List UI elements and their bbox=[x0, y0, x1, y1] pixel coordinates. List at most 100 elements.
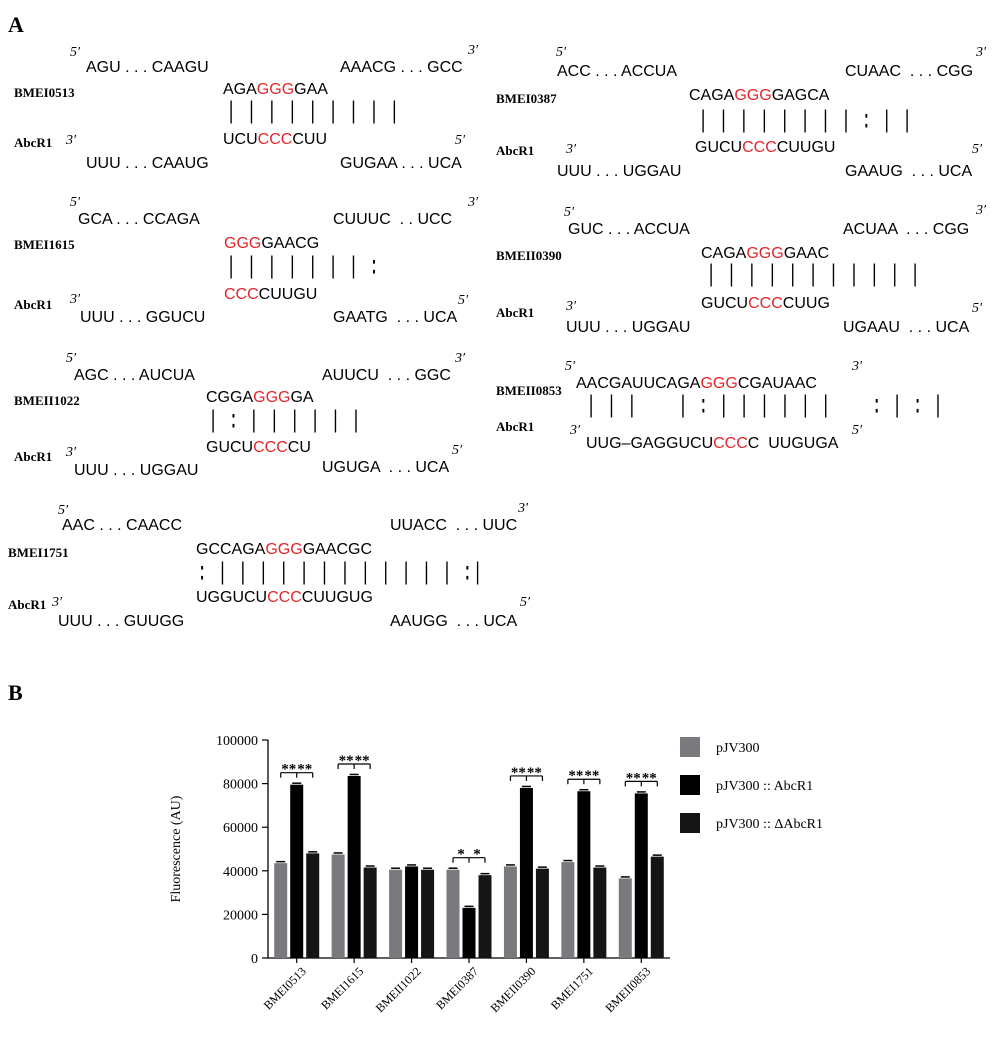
target-name: BMEI1751 bbox=[8, 545, 69, 560]
bar-bmei1615-s1 bbox=[331, 854, 345, 958]
srna-core: GUCUCCCCUUGU bbox=[695, 139, 836, 156]
srna-flank-right: AAUGG . . . UCA bbox=[390, 613, 518, 630]
five-prime-mark: 5′ bbox=[455, 133, 466, 148]
three-prime-mark: 3′ bbox=[52, 595, 63, 610]
target-flank-right: UUACC . . . UUC bbox=[390, 517, 518, 534]
five-prime-mark: 5′ bbox=[852, 423, 863, 438]
y-axis-label: Fluorescence (AU) bbox=[169, 795, 184, 902]
srna-flank-left: UUU . . . UGGAU bbox=[74, 462, 199, 479]
three-prime-mark: 3′ bbox=[455, 351, 466, 366]
legend-label: pJV300 :: AbcR1 bbox=[716, 779, 813, 794]
base-pairs: | | | | | | | : bbox=[226, 254, 380, 283]
bar-bmei0387-s1 bbox=[446, 869, 460, 958]
three-prime-mark: 3′ bbox=[566, 299, 577, 314]
target-flank-right: CUUUC . . UCC bbox=[333, 211, 453, 228]
y-tick-label: 100000 bbox=[216, 734, 258, 749]
srna-name: AbcR1 bbox=[8, 597, 47, 612]
legend-swatch bbox=[680, 775, 700, 795]
bar-bmei1751-s2 bbox=[577, 791, 591, 958]
base-pairs: | | | | : | | | | | | : | : | bbox=[586, 393, 944, 422]
three-prime-mark: 3′ bbox=[70, 292, 81, 307]
target-flank-left: GUC . . . ACCUA bbox=[568, 221, 690, 238]
bar-bmei0513-s2 bbox=[290, 784, 304, 958]
y-tick-label: 80000 bbox=[223, 778, 258, 793]
y-tick-label: 0 bbox=[251, 952, 258, 967]
three-prime-mark: 3′ bbox=[468, 195, 479, 210]
bar-bmei1751-s3 bbox=[593, 867, 607, 958]
target-core: CGGAGGGGA bbox=[206, 389, 314, 406]
panel-a-label: A bbox=[8, 12, 24, 37]
three-prime-mark: 3′ bbox=[66, 133, 77, 148]
significance-label: * bbox=[473, 847, 481, 863]
srna-flank-left: UUU . . . GUUGG bbox=[58, 613, 185, 630]
base-pairs: | : | | | | | | bbox=[208, 408, 362, 437]
target-flank-left: GCA . . . CCAGA bbox=[78, 211, 200, 228]
target-name: BMEII0390 bbox=[496, 248, 562, 263]
target-name: BMEII1022 bbox=[14, 393, 80, 408]
srna-flank-left: UUU . . . CAAUG bbox=[86, 155, 209, 172]
y-tick-label: 20000 bbox=[223, 908, 258, 923]
significance-label: ** bbox=[626, 770, 641, 786]
five-prime-mark: 5′ bbox=[70, 45, 81, 60]
target-core: CAGAGGGGAAC bbox=[701, 245, 830, 262]
bar-bmeii0853-s1 bbox=[618, 878, 632, 958]
five-prime-mark: 5′ bbox=[556, 45, 567, 60]
legend-swatch bbox=[680, 737, 700, 757]
five-prime-mark: 5′ bbox=[458, 293, 469, 308]
bar-bmei1751-s1 bbox=[561, 862, 575, 958]
significance-label: * bbox=[457, 847, 465, 863]
significance-label: ** bbox=[584, 768, 599, 784]
legend-label: pJV300 bbox=[716, 741, 760, 756]
bar-bmeii0390-s3 bbox=[535, 868, 549, 958]
five-prime-mark: 5′ bbox=[972, 301, 983, 316]
srna-core: CCCCUUGU bbox=[224, 286, 318, 303]
srna-name: AbcR1 bbox=[14, 449, 53, 464]
srna-flank-left: UUU . . . GGUCU bbox=[80, 309, 206, 326]
target-flank-right: ACUAA . . . CGG bbox=[843, 221, 970, 238]
legend-label: pJV300 :: ΔAbcR1 bbox=[716, 817, 823, 832]
srna-flank-right: GAAUG . . . UCA bbox=[845, 163, 973, 180]
five-prime-mark: 5′ bbox=[972, 142, 983, 157]
target-flank-left: AGC . . . AUCUA bbox=[74, 367, 195, 384]
target-name: BMEI1615 bbox=[14, 237, 75, 252]
legend-swatch bbox=[680, 813, 700, 833]
five-prime-mark: 5′ bbox=[66, 351, 77, 366]
significance-label: ** bbox=[355, 753, 370, 769]
target-name: BMEI0387 bbox=[496, 91, 557, 106]
bar-bmeii1022-s2 bbox=[405, 866, 419, 958]
x-tick-label: BMEI1615 bbox=[318, 964, 366, 1012]
three-prime-mark: 3′ bbox=[66, 445, 77, 460]
bar-bmei0387-s2 bbox=[462, 907, 476, 958]
significance-label: ** bbox=[568, 768, 583, 784]
significance-label: ** bbox=[642, 770, 657, 786]
target-core: GGGGAACG bbox=[224, 235, 320, 252]
target-core: GCCAGAGGGGAACGC bbox=[196, 541, 373, 558]
bar-bmeii0390-s2 bbox=[519, 787, 533, 958]
srna-flank-right: GAATG . . . UCA bbox=[333, 309, 458, 326]
target-flank-right: CUAAC . . . CGG bbox=[845, 63, 974, 80]
target-flank-left: AGU . . . CAAGU bbox=[86, 59, 209, 76]
bar-bmeii1022-s1 bbox=[389, 869, 403, 958]
three-prime-mark: 3′ bbox=[518, 501, 529, 516]
bar-bmei1615-s2 bbox=[347, 775, 361, 958]
significance-label: ** bbox=[281, 762, 296, 778]
significance-label: ** bbox=[527, 765, 542, 781]
srna-name: AbcR1 bbox=[14, 297, 53, 312]
base-pairs: : | | | | | | | | | | | | :| bbox=[197, 560, 483, 589]
target-core: CAGAGGGGAGCA bbox=[689, 87, 830, 104]
srna-core: UCUCCCCUU bbox=[223, 131, 328, 148]
target-core: AACGAUUCAGAGGGCGAUAAC bbox=[576, 375, 817, 392]
five-prime-mark: 5′ bbox=[58, 503, 69, 518]
x-tick-label: BMEI1751 bbox=[548, 964, 596, 1012]
srna-core: GUCUCCCCU bbox=[206, 439, 311, 456]
y-tick-label: 40000 bbox=[223, 865, 258, 880]
significance-label: ** bbox=[339, 753, 354, 769]
three-prime-mark: 3′ bbox=[566, 142, 577, 157]
bar-bmei0513-s3 bbox=[306, 853, 320, 958]
srna-flank-left: UUU . . . UGGAU bbox=[557, 163, 682, 180]
srna-name: AbcR1 bbox=[496, 419, 535, 434]
srna-flank-left: UUU . . . UGGAU bbox=[566, 319, 691, 336]
base-pairs: | | | | | | | | : | | bbox=[698, 108, 913, 137]
three-prime-mark: 3′ bbox=[570, 423, 581, 438]
